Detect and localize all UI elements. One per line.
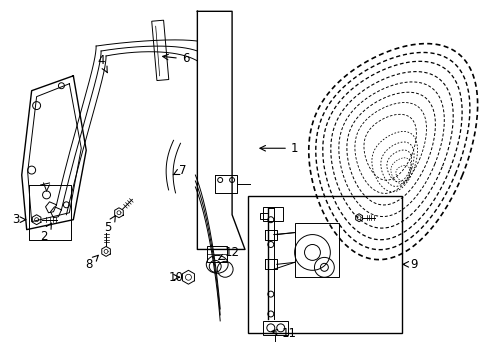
Bar <box>247 196 401 333</box>
Bar <box>151 20 168 81</box>
Text: 11: 11 <box>271 327 297 340</box>
Text: 2: 2 <box>40 223 51 243</box>
Text: 3: 3 <box>12 213 26 226</box>
Text: 1: 1 <box>260 142 298 155</box>
Text: 4: 4 <box>97 54 107 73</box>
Bar <box>207 247 226 262</box>
Bar <box>263 321 287 335</box>
Bar <box>263 207 282 221</box>
Text: 6: 6 <box>163 53 189 66</box>
Text: 9: 9 <box>402 258 417 271</box>
Text: 5: 5 <box>104 216 115 234</box>
Text: 7: 7 <box>173 163 186 176</box>
Bar <box>294 223 339 277</box>
Text: 10: 10 <box>168 271 183 284</box>
Text: 12: 12 <box>218 246 239 260</box>
Bar <box>259 213 267 219</box>
Text: 8: 8 <box>85 255 98 271</box>
